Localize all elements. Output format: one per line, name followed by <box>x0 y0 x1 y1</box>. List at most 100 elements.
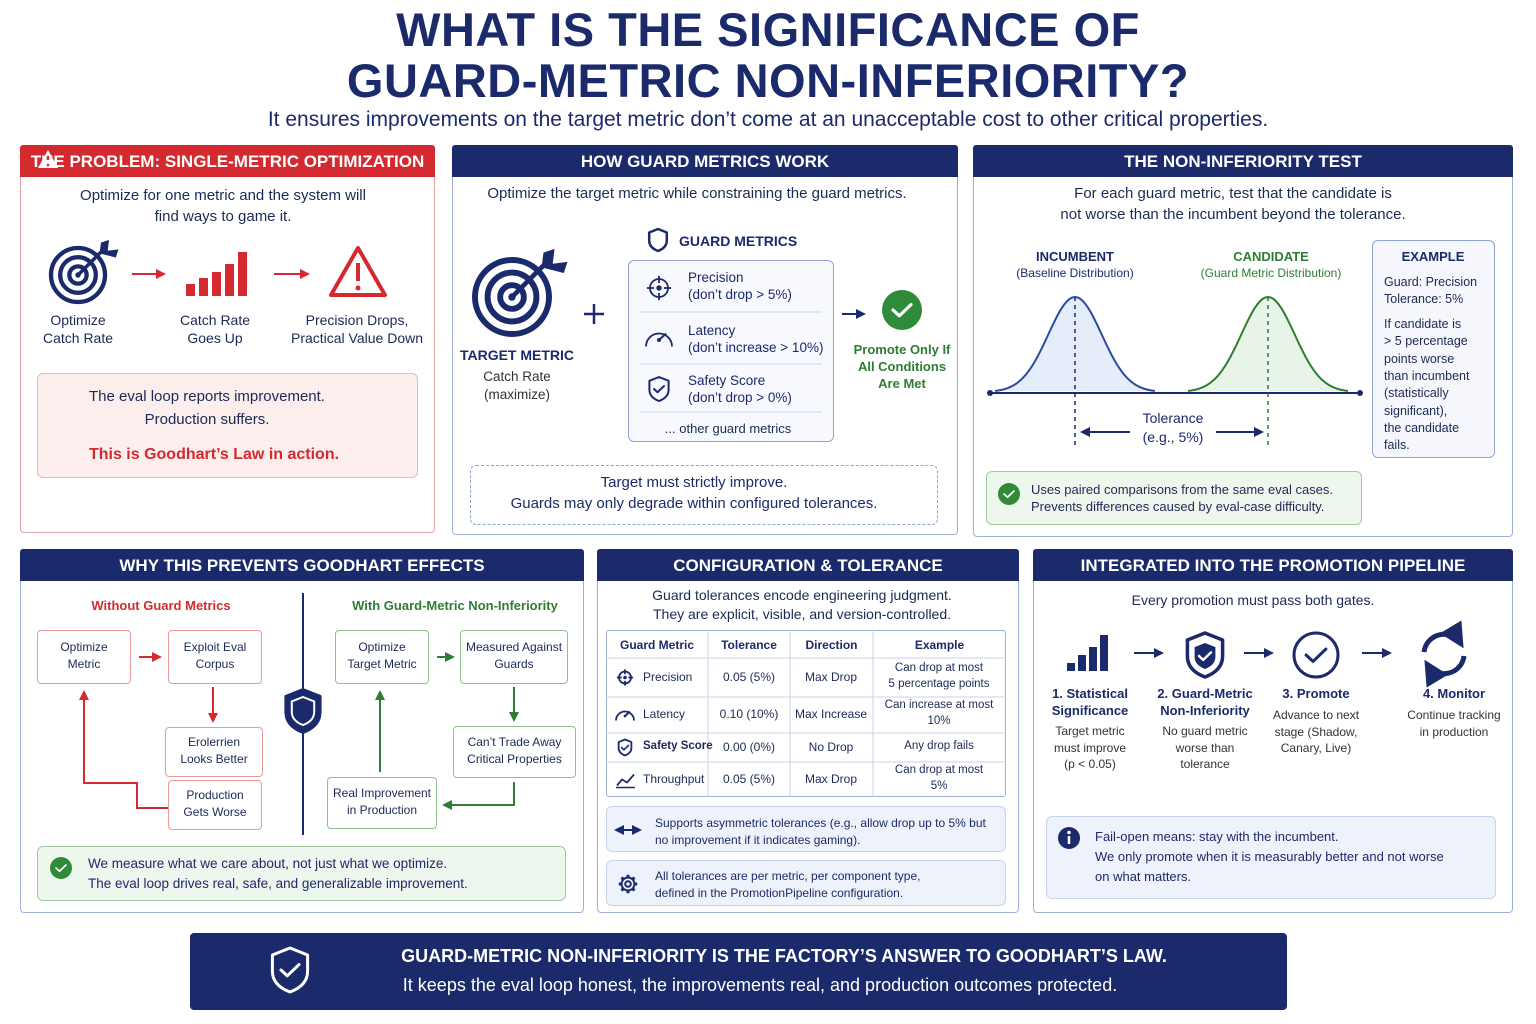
table-header: Tolerance <box>721 638 777 652</box>
table-cell: Throughput <box>643 771 705 786</box>
guard-name: Precision <box>688 270 744 285</box>
guard-rule: (don’t drop > 0%) <box>688 390 792 405</box>
candidate-sub: (Guard Metric Distribution) <box>1200 266 1342 280</box>
note: on what matters. <box>1095 869 1192 884</box>
note: We measure what we care about, not just … <box>88 856 448 871</box>
flow-box <box>453 726 576 778</box>
candidate-label: CANDIDATE <box>1233 249 1309 264</box>
flow-text: Measured Against <box>465 640 563 654</box>
flow-text: Guards <box>494 657 534 671</box>
flow-text: Critical Properties <box>467 752 562 766</box>
without-title: Without Guard Metrics <box>91 598 231 613</box>
table-cell: Max Increase <box>794 707 868 721</box>
flow-text: Erolerrien <box>187 735 241 749</box>
flow-text: Real Improvement <box>332 786 432 800</box>
guard-name: Safety Score <box>688 373 766 388</box>
step-title: 4. Monitor <box>1422 686 1486 701</box>
panel-header <box>973 145 1513 177</box>
note: Uses paired comparisons from the same ev… <box>1031 482 1334 497</box>
callout-box <box>37 846 566 901</box>
note: Fail-open means: stay with the incumbent… <box>1095 829 1339 844</box>
intro: Optimize the target metric while constra… <box>487 185 907 202</box>
footer-title: GUARD-METRIC NON-INFERIORITY IS THE FACT… <box>401 946 1167 966</box>
example-body: If candidate is <box>1384 317 1462 331</box>
step-title: 2. Guard-Metric <box>1157 686 1253 701</box>
intro: find ways to game it. <box>154 208 292 225</box>
table-cell: Can drop at most <box>894 763 984 776</box>
intro: not worse than the incumbent beyond the … <box>1060 206 1406 223</box>
result: Are Met <box>878 376 926 391</box>
table-cell: Max Drop <box>804 669 858 684</box>
result: Promote Only If <box>853 342 951 357</box>
step-body: (p < 0.05) <box>1064 757 1116 771</box>
panel-header <box>20 145 435 177</box>
intro: Guard tolerances encode engineering judg… <box>652 587 952 603</box>
panel-title: THE NON-INFERIORITY TEST <box>1124 152 1362 171</box>
note: Prevents differences caused by eval-case… <box>1031 499 1325 514</box>
table-cell: Can increase at most <box>884 699 994 711</box>
panel-title: WHY THIS PREVENTS GOODHART EFFECTS <box>119 556 485 575</box>
step-body: worse than <box>1175 740 1235 755</box>
table-cell: Precision <box>643 669 693 684</box>
table-header: Direction <box>805 638 858 652</box>
example-body: significant), <box>1384 403 1448 418</box>
flow-text: Optimize <box>358 640 406 654</box>
panel-header <box>1033 549 1513 581</box>
note: no improvement if it indicates gaming). <box>655 833 861 847</box>
step-label: Catch Rate <box>42 330 114 346</box>
flow-text: Metric <box>67 657 101 671</box>
step-body: tolerance <box>1180 757 1230 771</box>
guard-name: Latency <box>688 323 736 338</box>
panel-title: INTEGRATED INTO THE PROMOTION PIPELINE <box>1080 556 1466 575</box>
panel-header <box>597 549 1019 581</box>
incumbent-sub: (Baseline Distribution) <box>1016 266 1134 280</box>
more: ... other guard metrics <box>664 421 792 436</box>
callout-text: The eval loop reports improvement. <box>89 388 325 405</box>
flow-box <box>165 727 263 777</box>
step-title: 3. Promote <box>1282 686 1350 701</box>
flow-text: Looks Better <box>180 752 248 766</box>
table <box>606 630 1006 797</box>
table-cell: 0.05 (5%) <box>722 669 776 684</box>
callout-box <box>1372 240 1495 458</box>
table-header: Example <box>914 638 965 652</box>
step-label: Practical Value Down <box>290 330 424 346</box>
table-cell: Can drop at most <box>894 661 984 674</box>
table-cell: 0.10 (10%) <box>719 707 779 721</box>
step-title: 1. Statistical <box>1052 686 1128 701</box>
example-title: EXAMPLE <box>1401 249 1465 264</box>
flow-text: Production <box>186 788 244 802</box>
flow-text: Exploit Eval <box>183 640 247 654</box>
flow-text: Optimize <box>60 640 108 654</box>
callout-text: Production suffers. <box>144 411 270 428</box>
step-label: Optimize <box>50 312 106 328</box>
panel-title: HOW GUARD METRICS WORK <box>580 152 830 171</box>
intro: Optimize for one metric and the system w… <box>80 187 366 204</box>
note: Target must strictly improve. <box>600 474 788 491</box>
note: Supports asymmetric tolerances (e.g., al… <box>655 816 986 830</box>
with-title: With Guard-Metric Non-Inferiority <box>352 598 558 613</box>
note: The eval loop drives real, safe, and gen… <box>88 876 468 891</box>
table-cell: Max Drop <box>804 771 858 786</box>
note: Guards may only degrade within configure… <box>510 495 878 512</box>
incumbent-label: INCUMBENT <box>1036 249 1114 264</box>
callout-box <box>606 806 1006 852</box>
step-body: No guard metric <box>1162 724 1248 738</box>
intro: For each guard metric, test that the can… <box>1074 185 1392 202</box>
intro: Every promotion must pass both gates. <box>1131 592 1375 608</box>
flow-text: in Production <box>346 803 418 817</box>
table-cell: Latency <box>643 707 686 721</box>
flow-text: Gets Worse <box>183 805 247 819</box>
flow-box <box>335 630 429 684</box>
tolerance-label: Tolerance <box>1142 410 1204 426</box>
flow-text: Corpus <box>195 657 235 671</box>
table-cell: No Drop <box>808 739 854 754</box>
step-title: Non-Inferiority <box>1160 703 1250 718</box>
panel <box>597 549 1019 913</box>
example-body: fails. <box>1384 438 1410 453</box>
table-cell: 5 percentage points <box>888 677 990 690</box>
tolerance-label: (e.g., 5%) <box>1142 429 1204 445</box>
page-title: GUARD-METRIC NON-INFERIORITY? <box>346 54 1190 107</box>
table-cell: 5% <box>930 779 948 792</box>
